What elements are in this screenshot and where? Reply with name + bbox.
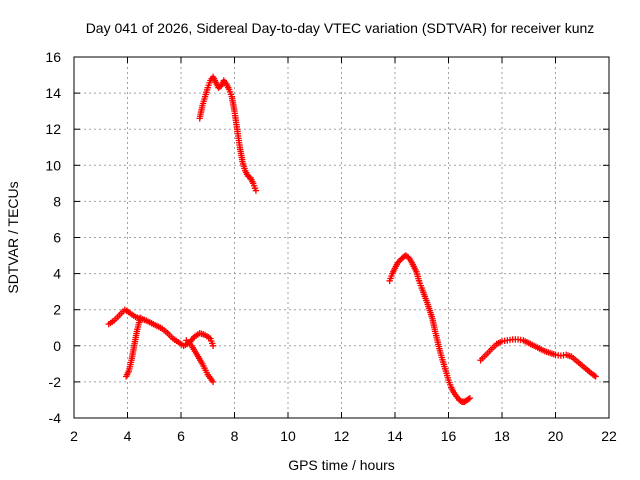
data-point: [209, 378, 217, 386]
chart-title: Day 041 of 2026, Sidereal Day-to-day VTE…: [86, 20, 595, 36]
y-tick-label-2: 0: [53, 338, 61, 354]
y-tick-label-5: 6: [53, 230, 61, 246]
x-tick-label-8: 18: [494, 428, 510, 444]
y-axis: -4 -2 0 2 4 6 8 10 12 14 16: [45, 49, 609, 426]
data-point: [209, 342, 217, 349]
series-arc-5: [386, 252, 474, 405]
data-point: [137, 315, 144, 323]
y-tick-label-4: 4: [53, 266, 61, 282]
x-axis-label: GPS time / hours: [288, 457, 395, 473]
x-tick-label-7: 16: [441, 428, 457, 444]
data-point: [466, 394, 474, 402]
gridlines: [74, 57, 609, 418]
data-point: [592, 373, 599, 380]
y-tick-label-0: -4: [49, 410, 62, 426]
y-tick-label-7: 10: [45, 157, 61, 173]
y-tick-label-6: 8: [53, 193, 61, 209]
y-tick-label-1: -2: [49, 374, 62, 390]
x-tick-label-0: 2: [70, 428, 78, 444]
y-tick-label-10: 16: [45, 49, 61, 65]
x-tick-label-2: 6: [177, 428, 185, 444]
x-tick-label-5: 12: [334, 428, 350, 444]
x-tick-label-3: 8: [231, 428, 239, 444]
series-arc-4: [196, 73, 260, 194]
y-tick-label-8: 12: [45, 121, 61, 137]
series-arc-2: [122, 314, 145, 380]
data-point: [591, 372, 598, 379]
y-tick-label-3: 2: [53, 302, 61, 318]
data-point: [252, 187, 260, 194]
series-arc-1: [105, 306, 217, 349]
data-series: [105, 73, 599, 405]
x-tick-label-6: 14: [387, 428, 403, 444]
series-arc-6: [477, 336, 599, 380]
x-tick-label-1: 4: [124, 428, 132, 444]
data-point: [137, 314, 145, 322]
y-axis-label: SDTVAR / TECUs: [5, 181, 21, 293]
x-tick-label-4: 10: [280, 428, 296, 444]
data-point: [465, 395, 472, 403]
y-tick-label-9: 14: [45, 85, 61, 101]
x-tick-label-9: 20: [548, 428, 564, 444]
x-tick-label-10: 22: [601, 428, 617, 444]
x-axis: 2 4 6 8 10 12 14 16 18 20 22: [70, 57, 617, 444]
series-arc-3: [183, 337, 217, 386]
